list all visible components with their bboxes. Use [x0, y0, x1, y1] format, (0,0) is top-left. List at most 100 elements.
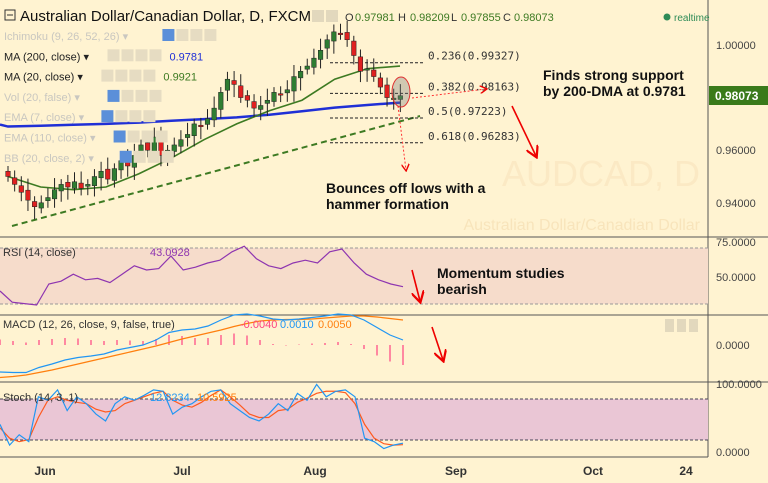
candle-body-up [91, 176, 98, 186]
gear-icon[interactable] [121, 89, 134, 102]
indicator-label[interactable]: MA (20, close) ▾ [4, 72, 83, 84]
scale-up-icon[interactable] [665, 319, 674, 332]
candle [291, 64, 297, 102]
close-icon[interactable] [204, 29, 217, 41]
eye-icon[interactable] [107, 49, 120, 62]
candle-body-up [258, 105, 264, 110]
indicator-label[interactable]: Ichimoku (9, 26, 52, 26) ▾ [4, 31, 129, 43]
show-icon[interactable] [113, 130, 126, 143]
close-icon[interactable] [161, 150, 174, 163]
bearish-arrow[interactable] [511, 105, 536, 156]
fib-retracement[interactable]: 0.236(0.99327) 0.382(0.98163) 0.5(0.97223)… [330, 50, 521, 144]
gear-icon[interactable] [121, 49, 134, 62]
indicator-legend-row[interactable]: EMA (7, close) ▾ [4, 110, 156, 124]
support-arrow[interactable] [411, 89, 486, 99]
gear-icon[interactable] [176, 29, 189, 41]
show-icon[interactable] [107, 89, 120, 102]
close-icon[interactable] [149, 89, 162, 102]
candle [344, 20, 350, 47]
watermark-name: Australian Dollar/Canadian Dollar [463, 217, 700, 234]
macd-bearish-arrow[interactable] [431, 326, 443, 360]
candle [278, 86, 284, 103]
candle [244, 90, 250, 108]
gear-icon[interactable] [326, 10, 338, 22]
candle-body-down [198, 124, 204, 127]
scale-fit-icon[interactable] [689, 319, 698, 332]
macd-value: 0.0010 [280, 319, 314, 331]
indicator-legend-row[interactable]: Ichimoku (9, 26, 52, 26) ▾ [4, 29, 217, 43]
current-price: 0.98073 [715, 89, 759, 103]
show-icon[interactable] [101, 110, 114, 123]
price-tick: 1.00000 [716, 40, 756, 52]
plus-icon[interactable] [129, 69, 142, 82]
trend-line[interactable] [11, 115, 421, 227]
indicator-label[interactable]: EMA (7, close) ▾ [4, 112, 85, 124]
eye-icon[interactable] [101, 69, 114, 82]
indicator-label[interactable]: MA (200, close) ▾ [4, 51, 89, 63]
candle-body-down [65, 182, 71, 188]
candle [204, 109, 211, 130]
open-value: 0.97981 [355, 12, 395, 24]
close-icon[interactable] [143, 110, 156, 123]
current-price-badge [709, 86, 768, 105]
plus-icon[interactable] [147, 150, 160, 163]
eye-icon[interactable] [312, 10, 324, 22]
rsi-value: 43.0928 [150, 247, 190, 259]
price-tick: 0.94000 [716, 198, 756, 210]
close-icon[interactable] [155, 130, 168, 143]
plus-icon[interactable] [135, 49, 148, 62]
candle-body-down [145, 142, 151, 151]
candle-body-down [105, 168, 111, 180]
close-icon[interactable] [149, 49, 162, 62]
show-icon[interactable] [119, 150, 132, 163]
macd-signal-line [0, 315, 404, 379]
hammer-highlight[interactable] [391, 76, 411, 108]
candle-body-up [311, 57, 317, 68]
realtime-status: realtime [674, 13, 710, 24]
candle [45, 188, 51, 208]
macd-label[interactable]: MACD (12, 26, close, 9, false, true) [3, 319, 175, 331]
candle [211, 96, 217, 128]
indicator-label[interactable]: Vol (20, false) ▾ [4, 92, 80, 104]
plus-icon[interactable] [129, 110, 142, 123]
candle-body-up [171, 144, 177, 152]
plus-icon[interactable] [190, 29, 203, 41]
show-icon[interactable] [162, 29, 175, 41]
candle [331, 24, 337, 54]
hammer-arrow[interactable] [397, 105, 406, 170]
chart-title: Australian Dollar/Canadian Dollar, D, FX… [20, 8, 311, 25]
indicator-legend-row[interactable]: BB (20, close, 2) ▾ [4, 150, 174, 165]
indicator-legend-row[interactable]: EMA (110, close) ▾ [4, 130, 168, 145]
candle [32, 196, 38, 220]
plus-icon[interactable] [135, 89, 148, 102]
candle [251, 94, 257, 118]
candle-body-down [12, 177, 18, 185]
gear-icon[interactable] [127, 130, 140, 143]
close-icon[interactable] [143, 69, 156, 82]
candle-body-down [244, 95, 250, 101]
indicator-label[interactable]: BB (20, close, 2) ▾ [4, 153, 94, 165]
stoch-band [0, 399, 708, 440]
candle-body-up [71, 181, 78, 189]
ma20-series [7, 65, 401, 191]
rsi-label[interactable]: RSI (14, close) [3, 247, 76, 259]
realtime-dot-icon [663, 13, 671, 21]
rsi-bearish-arrow[interactable] [411, 269, 420, 301]
gear-icon[interactable] [115, 110, 128, 123]
indicator-legend-row[interactable]: MA (200, close) ▾ 0.9781 [4, 49, 203, 63]
collapse-legend-button[interactable] [4, 9, 16, 21]
scale-down-icon[interactable] [677, 319, 686, 332]
indicator-legend-row[interactable]: Vol (20, false) ▾ [4, 89, 162, 104]
gear-icon[interactable] [133, 150, 146, 163]
gear-icon[interactable] [115, 69, 128, 82]
plus-icon[interactable] [141, 130, 154, 143]
indicator-label[interactable]: EMA (110, close) ▾ [4, 133, 96, 145]
candle [52, 178, 58, 208]
indicator-legend-row[interactable]: MA (20, close) ▾ 0.9921 [4, 69, 197, 84]
stoch-label[interactable]: Stoch (14, 3, 1) [3, 392, 78, 404]
candle-body-up [191, 123, 197, 136]
candle-body-up [178, 139, 184, 147]
indicator-value: 0.9921 [163, 72, 197, 84]
candle [98, 161, 104, 191]
